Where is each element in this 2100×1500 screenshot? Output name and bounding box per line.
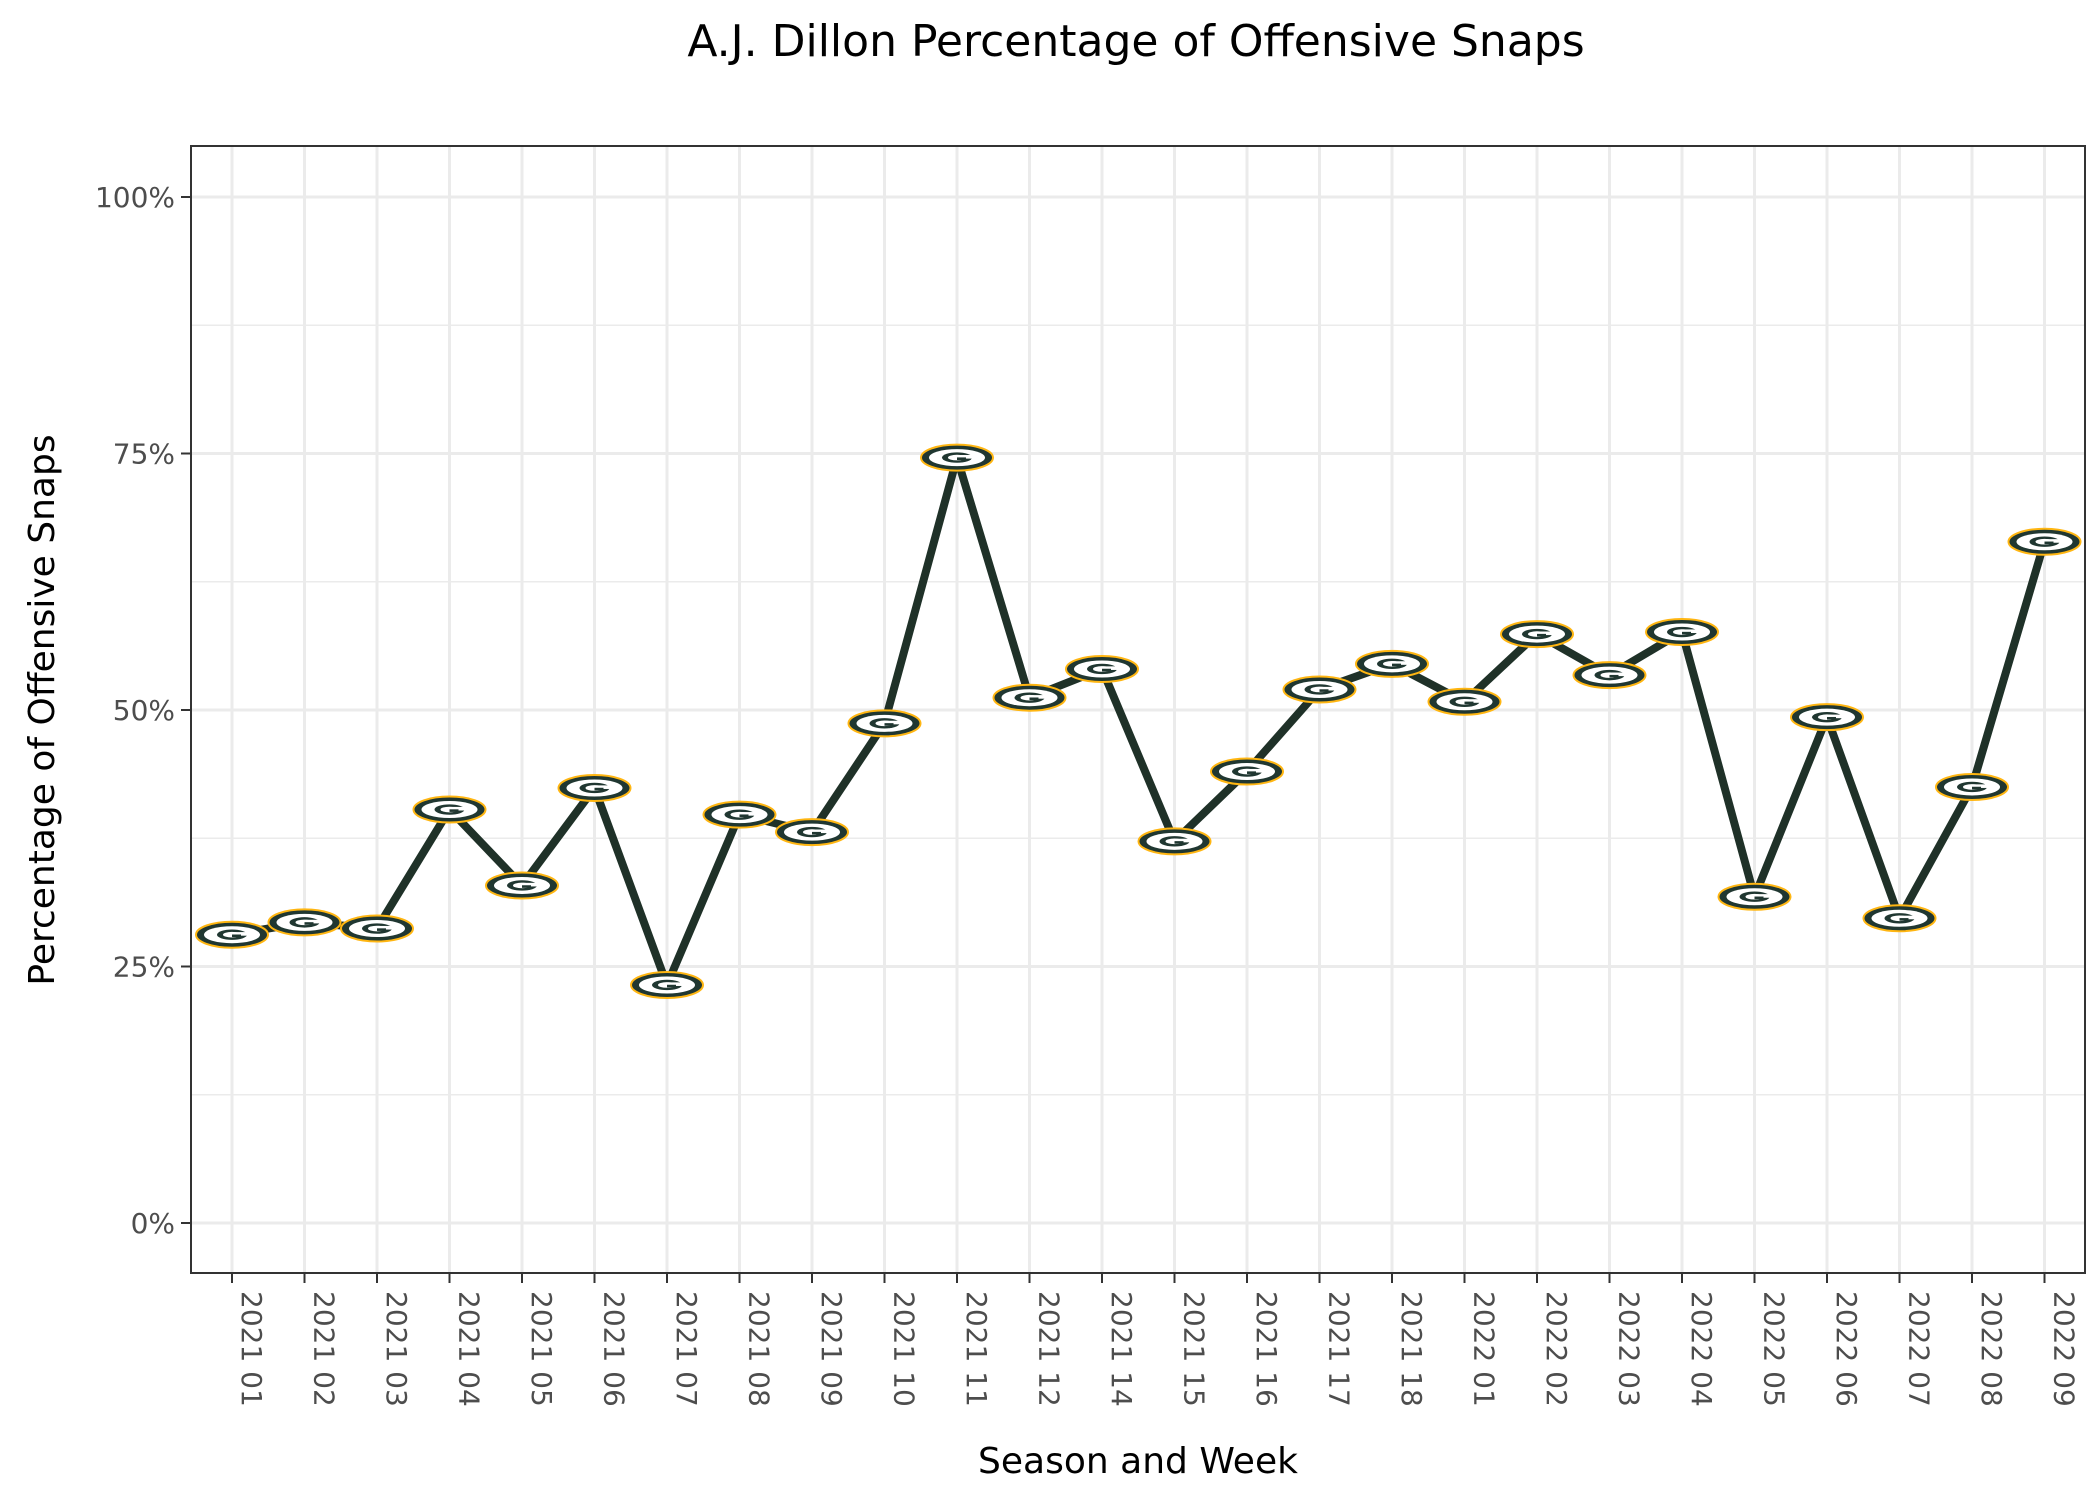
- x-tick-label: 2022 01: [1468, 1291, 1501, 1407]
- packers-logo-marker-icon: [1355, 649, 1429, 678]
- x-tick-label: 2021 05: [525, 1291, 558, 1407]
- x-tick-label: 2021 07: [670, 1291, 703, 1407]
- x-tick-label: 2021 01: [235, 1291, 268, 1407]
- packers-logo-marker-icon: [412, 795, 487, 824]
- x-axis: 2021 01 2021 02 2021 03 2021 04 2021 05 2021 …: [231, 1273, 2081, 1407]
- packers-logo-marker-icon: [1500, 620, 1574, 649]
- packers-logo-marker-icon: [630, 970, 704, 999]
- major-gridlines: [191, 146, 2085, 1273]
- x-tick-label: 2022 03: [1613, 1291, 1646, 1407]
- x-tick-label: 2022 08: [1975, 1291, 2008, 1407]
- x-tick-label: 2022 09: [2048, 1291, 2081, 1407]
- chart-title: A.J. Dillon Percentage of Offensive Snap…: [687, 16, 1584, 67]
- x-tick-label: 2021 15: [1178, 1291, 1211, 1407]
- packers-logo-marker-icon: [557, 773, 632, 802]
- x-tick-label: 2022 04: [1685, 1291, 1718, 1407]
- packers-logo-marker-icon: [1137, 827, 1212, 856]
- packers-logo-marker-icon: [195, 920, 269, 949]
- packers-logo-marker-icon: [702, 800, 777, 829]
- x-tick-label: 2021 09: [815, 1291, 848, 1407]
- packers-logo-marker-icon: [485, 871, 559, 900]
- packers-logo-marker-icon: [1862, 904, 1937, 933]
- y-tick-label: 25%: [113, 951, 175, 984]
- packers-logo-marker-icon: [847, 709, 922, 738]
- data-points: [195, 443, 2082, 999]
- packers-logo-marker-icon: [1790, 703, 1864, 732]
- x-tick-label: 2022 05: [1758, 1291, 1791, 1407]
- x-tick-label: 2021 06: [598, 1291, 631, 1407]
- x-tick-label: 2021 17: [1323, 1291, 1356, 1407]
- x-tick-label: 2021 18: [1395, 1291, 1428, 1407]
- y-tick-label: 100%: [95, 181, 175, 214]
- series-line-layer: [228, 453, 2049, 989]
- minor-gridlines: [191, 324, 2085, 1096]
- x-tick-label: 2021 08: [743, 1291, 776, 1407]
- y-tick-label: 0%: [131, 1207, 175, 1240]
- packers-logo-marker-icon: [1210, 757, 1284, 786]
- packers-logo-marker-icon: [1572, 661, 1647, 690]
- y-axis: 0% 25% 50% 75% 100%: [95, 181, 191, 1240]
- y-tick-label: 50%: [113, 694, 175, 727]
- packers-logo-marker-icon: [1427, 687, 1502, 716]
- packers-logo-marker-icon: [340, 914, 414, 943]
- x-tick-label: 2021 11: [960, 1291, 993, 1407]
- packers-logo-marker-icon: [775, 818, 849, 847]
- series-line: [228, 453, 2049, 989]
- x-tick-label: 2021 02: [308, 1291, 341, 1407]
- packers-logo-marker-icon: [1282, 675, 1357, 704]
- x-tick-label: 2022 02: [1540, 1291, 1573, 1407]
- y-axis-title: Percentage of Offensive Snaps: [22, 434, 63, 985]
- packers-logo-marker-icon: [1717, 882, 1792, 911]
- x-tick-label: 2021 14: [1105, 1291, 1138, 1407]
- packers-logo-marker-icon: [992, 683, 1067, 712]
- x-tick-label: 2021 04: [453, 1291, 486, 1407]
- x-tick-label: 2021 12: [1033, 1291, 1066, 1407]
- packers-logo-marker-icon: [1935, 772, 2009, 801]
- packers-logo-marker-icon: [1065, 654, 1139, 683]
- x-tick-label: 2022 06: [1830, 1291, 1863, 1407]
- packers-logo-marker-icon: [920, 443, 994, 472]
- packers-logo-marker-icon: [2007, 527, 2082, 556]
- x-tick-label: 2021 10: [888, 1291, 921, 1407]
- packers-logo-marker-icon: [1645, 618, 1719, 647]
- x-tick-label: 2021 03: [380, 1291, 413, 1407]
- x-axis-title: Season and Week: [978, 1441, 1298, 1482]
- y-tick-label: 75%: [113, 438, 175, 471]
- x-tick-label: 2022 07: [1903, 1291, 1936, 1407]
- x-tick-label: 2021 16: [1250, 1291, 1283, 1407]
- packers-logo-marker-icon: [267, 908, 342, 937]
